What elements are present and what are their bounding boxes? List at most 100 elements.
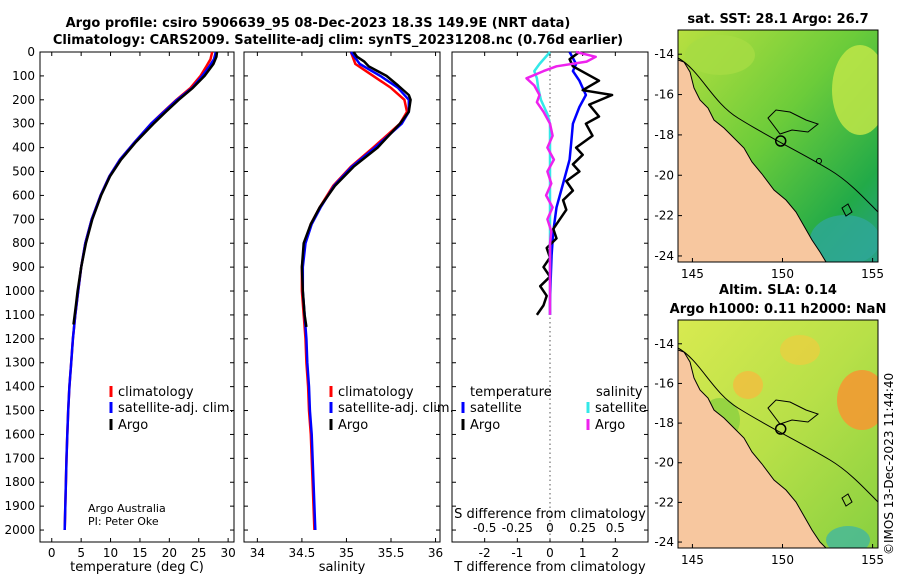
xtick2-label: -0.25	[502, 521, 533, 535]
credit-line2: PI: Peter Oke	[88, 515, 159, 528]
xtick-label: 36	[428, 546, 443, 560]
sst-shelf-contour	[678, 57, 878, 213]
title-line2: Climatology: CARS2009. Satellite-adj cli…	[53, 33, 623, 48]
sla-map-title: Altim. SLA: 0.14	[719, 283, 837, 298]
map-ytick-label: -22	[654, 495, 674, 509]
ytick-label: 1700	[4, 451, 35, 465]
sla-reef-small	[841, 493, 853, 507]
legend-label-argo: Argo	[338, 418, 368, 433]
sst-map-title: sat. SST: 28.1 Argo: 26.7	[687, 12, 868, 27]
sla-map	[678, 320, 878, 548]
map-xtick-label: 155	[861, 553, 884, 567]
credit-line1: Argo Australia	[88, 502, 166, 515]
xtick-label: 0	[546, 546, 554, 560]
ytick-label: 800	[12, 236, 35, 250]
sla-map-frame	[677, 319, 879, 549]
legend-label-satellite: satellite-adj. clim.	[338, 401, 454, 416]
ytick-label: 500	[12, 165, 35, 179]
xtick-label: -2	[479, 546, 491, 560]
legend-label-t-argo: Argo	[470, 418, 500, 433]
map-ytick-label: -22	[654, 209, 674, 223]
temperature-xlabel: temperature (deg C)	[70, 560, 204, 575]
xtick-label: 15	[132, 546, 147, 560]
sst-reef-outline	[767, 109, 820, 135]
sla-argo-marker	[774, 423, 787, 435]
ytick-label: 1800	[4, 475, 35, 489]
xtick2-label: 0.5	[606, 521, 625, 535]
ytick-label: 400	[12, 141, 35, 155]
sla-high-patch	[837, 370, 878, 430]
xtick-label: 0	[48, 546, 56, 560]
salinity-xlabel: salinity	[319, 560, 366, 575]
map-ytick-label: -20	[654, 456, 674, 470]
ytick-label: 1200	[4, 332, 35, 346]
ytick-label: 0	[27, 45, 35, 59]
temperature-plot: 0100200300400500600700800900100011001200…	[4, 45, 235, 560]
xtick-label: 34	[250, 546, 265, 560]
temperature-legend: climatology satellite-adj. clim. Argo	[109, 385, 234, 433]
map-ytick-label: -16	[654, 376, 674, 390]
difference-legend: temperature salinity satellite Argo sate…	[461, 385, 647, 433]
difference-xlabel: T difference from climatology	[453, 560, 646, 575]
ytick-label: 1300	[4, 356, 35, 370]
map-ytick-label: -16	[654, 88, 674, 102]
map-ytick-label: -24	[654, 535, 674, 549]
series-salinity-argo	[525, 50, 597, 315]
sla-cool-patch	[826, 526, 870, 548]
sla-land-australia	[678, 349, 827, 548]
title-line1: Argo profile: csiro 5906639_95 08-Dec-20…	[66, 16, 571, 31]
sla-patch-b	[733, 371, 763, 399]
ytick-label: 1000	[4, 284, 35, 298]
ytick-label: 1100	[4, 308, 35, 322]
xtick-label: 34.5	[289, 546, 316, 560]
sst-land-australia	[678, 59, 827, 262]
sst-reef-small	[841, 203, 853, 217]
map-xtick-label: 150	[771, 267, 794, 281]
xtick-label: 30	[220, 546, 235, 560]
sst-warm-patch	[832, 45, 878, 135]
salinity-plot: 34 34.5 35 35.5 36	[244, 51, 443, 560]
sla-reef-outline	[767, 399, 820, 425]
xtick-label: -1	[511, 546, 523, 560]
ytick-label: 200	[12, 93, 35, 107]
difference-plot: -2 -1 0 1 2 -0.5 -0.25 0 0.25 0.5	[452, 50, 648, 560]
map-ytick-label: -24	[654, 249, 674, 263]
xtick-label: 35	[339, 546, 354, 560]
map-ytick-label: -20	[654, 168, 674, 182]
salinity-axes	[243, 51, 441, 543]
map-ytick-label: -14	[654, 337, 674, 351]
series-argo	[300, 51, 412, 328]
ytick-label: 1900	[4, 499, 35, 513]
legend-label-argo: Argo	[118, 418, 148, 433]
xtick-label: 35.5	[378, 546, 405, 560]
legend-label-climatology: climatology	[338, 385, 414, 400]
map-xtick-label: 145	[681, 553, 704, 567]
legend-header-salinity: salinity	[596, 385, 643, 400]
sst-map-ticks: 145 150 155 -14 -16 -18 -20 -22 -24	[654, 47, 884, 281]
series-climatology	[300, 51, 409, 531]
series-satellite-adj-clim-	[301, 51, 411, 531]
imos-stamp: ©IMOS 13-Dec-2023 11:44:40	[882, 373, 896, 555]
ytick-label: 700	[12, 212, 35, 226]
difference-xlabel2: S difference from climatology	[454, 507, 646, 522]
sla-map-subtitle: Argo h1000: 0.11 h2000: NaN	[670, 302, 887, 317]
xtick-label: 1	[579, 546, 587, 560]
legend-header-temperature: temperature	[470, 385, 552, 400]
sst-map	[678, 30, 878, 262]
xtick2-label: 0.25	[569, 521, 596, 535]
map-xtick-label: 155	[861, 267, 884, 281]
ytick-label: 600	[12, 188, 35, 202]
legend-label-t-satellite: satellite	[470, 401, 522, 416]
ytick-label: 300	[12, 117, 35, 131]
salinity-legend: climatology satellite-adj. clim. Argo	[329, 385, 454, 433]
series-satellite-adj-clim-	[63, 51, 218, 531]
temperature-axes	[39, 51, 235, 543]
xtick2-label: 0	[546, 521, 554, 535]
map-ytick-label: -18	[654, 416, 674, 430]
ytick-label: 900	[12, 260, 35, 274]
xtick-label: 5	[77, 546, 85, 560]
sst-cool-patch	[810, 215, 878, 262]
sla-patch-a	[780, 335, 820, 365]
map-ytick-label: -14	[654, 47, 674, 61]
